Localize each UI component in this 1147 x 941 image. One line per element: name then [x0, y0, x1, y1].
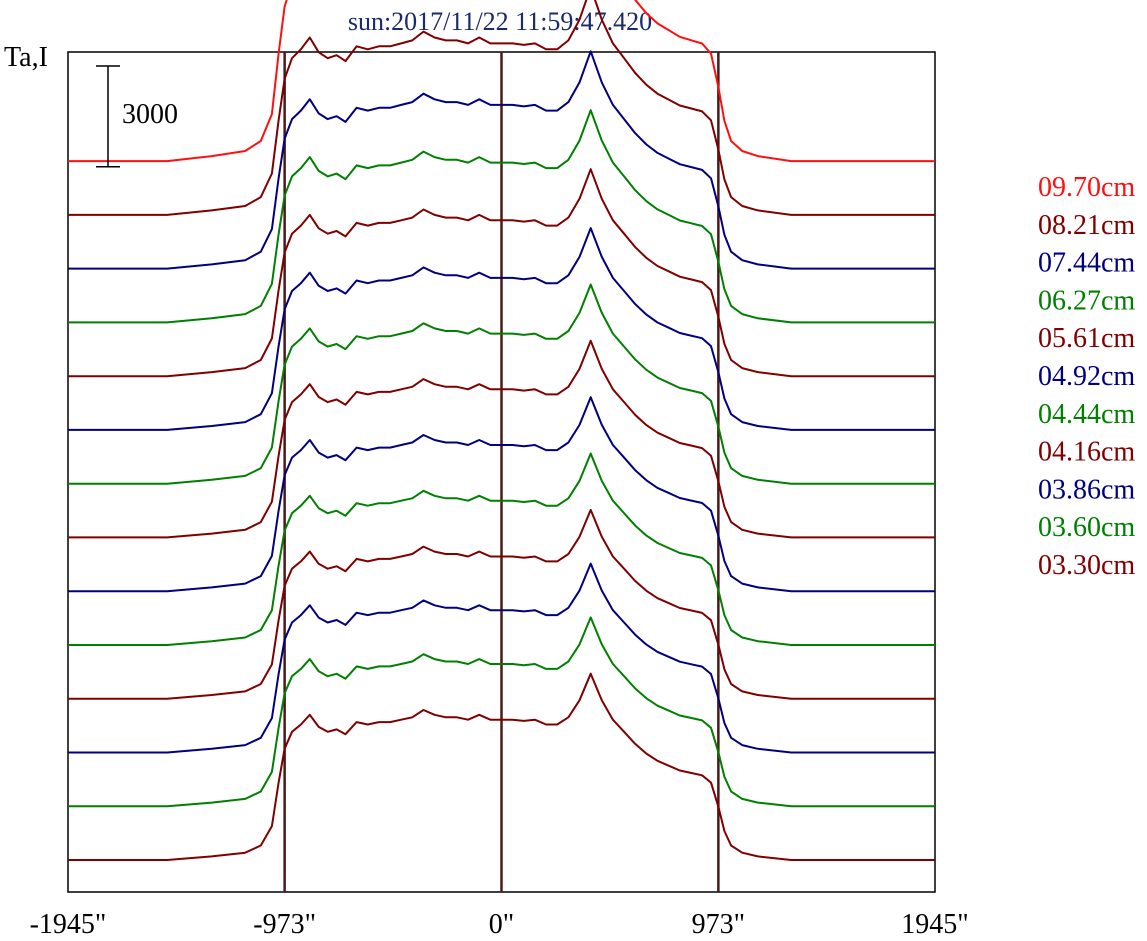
series-line-12 [68, 616, 935, 808]
x-tick-label-4: 1945" [901, 909, 968, 940]
series-lines [68, 0, 935, 861]
legend-entry-1: 08.21cm [1038, 210, 1135, 241]
y-axis-label: Ta,I [4, 42, 48, 73]
legend-entry-0: 09.70cm [1038, 172, 1135, 203]
series-line-9 [68, 452, 935, 646]
legend-entry-4: 05.61cm [1038, 323, 1135, 354]
series-line-11 [68, 562, 935, 754]
legend-entry-5: 04.92cm [1038, 361, 1135, 392]
series-line-10 [68, 508, 935, 700]
series-line-0 [68, 0, 935, 163]
series-line-3 [68, 109, 935, 324]
legend-entry-10: 03.30cm [1038, 550, 1135, 581]
legend-entry-2: 07.44cm [1038, 248, 1135, 279]
vertical-reference-lines [283, 52, 720, 892]
series-line-2 [68, 50, 935, 270]
x-tick-label-1: -973" [253, 909, 316, 940]
legend-entry-6: 04.44cm [1038, 399, 1135, 430]
series-line-13 [68, 672, 935, 861]
series-line-6 [68, 283, 935, 485]
series-line-5 [68, 227, 935, 431]
legend-entry-3: 06.27cm [1038, 285, 1135, 316]
legend: 09.70cm 08.21cm 07.44cm 06.27cm 05.61cm 04.92… [1038, 172, 1135, 581]
x-tick-label-0: -1945" [30, 909, 107, 940]
x-axis-tick-labels: -1945" -973" 0" 973" 1945" [30, 909, 969, 940]
series-line-8 [68, 396, 935, 593]
x-tick-label-3: 973" [692, 909, 745, 940]
scale-bar-label: 3000 [122, 99, 178, 130]
x-tick-label-2: 0" [489, 909, 514, 940]
legend-entry-7: 04.16cm [1038, 437, 1135, 468]
series-line-4 [68, 168, 935, 378]
legend-entry-8: 03.86cm [1038, 474, 1135, 505]
legend-entry-9: 03.60cm [1038, 512, 1135, 543]
scale-bar: 3000 [96, 65, 178, 168]
chart-title: sun:2017/11/22 11:59:47.420 [348, 7, 652, 36]
series-line-1 [68, 0, 935, 216]
series-line-7 [68, 339, 935, 539]
